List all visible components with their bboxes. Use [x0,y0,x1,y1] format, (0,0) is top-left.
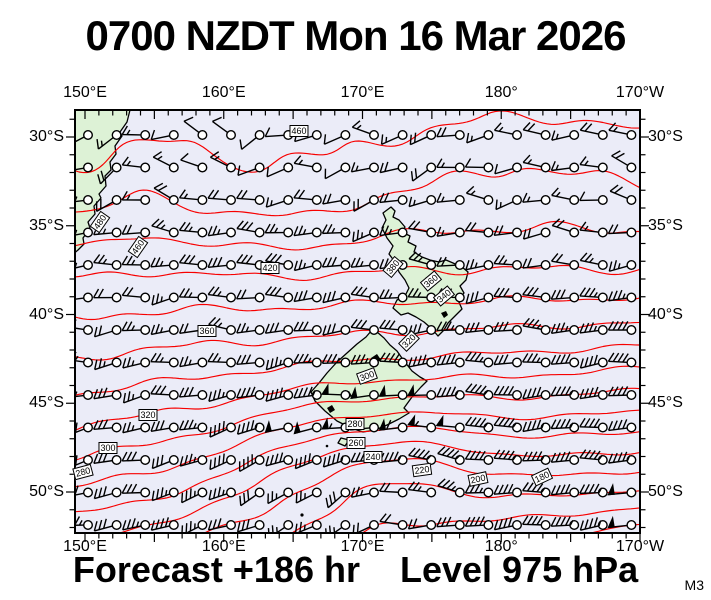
lat-label-right: 30°S [648,128,683,145]
lat-label-right: 40°S [648,305,683,323]
lon-label-top: 180° [484,84,518,101]
lat-label-right: 45°S [648,394,683,412]
watermark: M3 [684,577,704,593]
lon-label-bottom: 150°E [63,538,107,555]
wind-barbs [75,116,637,533]
lon-label-bottom: 160°E [201,538,246,555]
axis-ticks [66,111,649,542]
lat-label-left: 35°S [29,216,64,234]
forecast-hour-label: Forecast +186 hr [72,549,360,590]
footer: Forecast +186 hr Level 975 hPa [0,549,711,591]
map-canvas [66,109,649,542]
lon-label-bottom: 170°E [340,538,385,555]
lon-label-top: 170°W [615,84,665,101]
map-panel: 460 480 460 420 360 380 360 340 320 300 320 300 280 2… [66,109,649,542]
lon-label-top: 150°E [63,84,107,101]
lon-label-top: 160°E [201,84,246,101]
lat-label-right: 35°S [648,216,683,234]
level-label: Level 975 hPa [400,549,639,590]
lon-label-bottom: 180° [484,538,518,555]
lat-label-left: 45°S [29,394,64,412]
sea-background [75,110,640,533]
lat-label-left: 50°S [29,483,64,500]
lat-label-left: 30°S [29,128,64,145]
lon-label-bottom: 170°W [615,538,665,555]
map-frame [74,109,641,534]
lat-label-left: 40°S [29,305,64,323]
page-title: 0700 NZDT Mon 16 Mar 2026 [85,12,627,59]
lat-label-right: 50°S [648,483,683,500]
lon-label-top: 170°E [340,84,385,101]
land-stewart-island [337,437,350,447]
